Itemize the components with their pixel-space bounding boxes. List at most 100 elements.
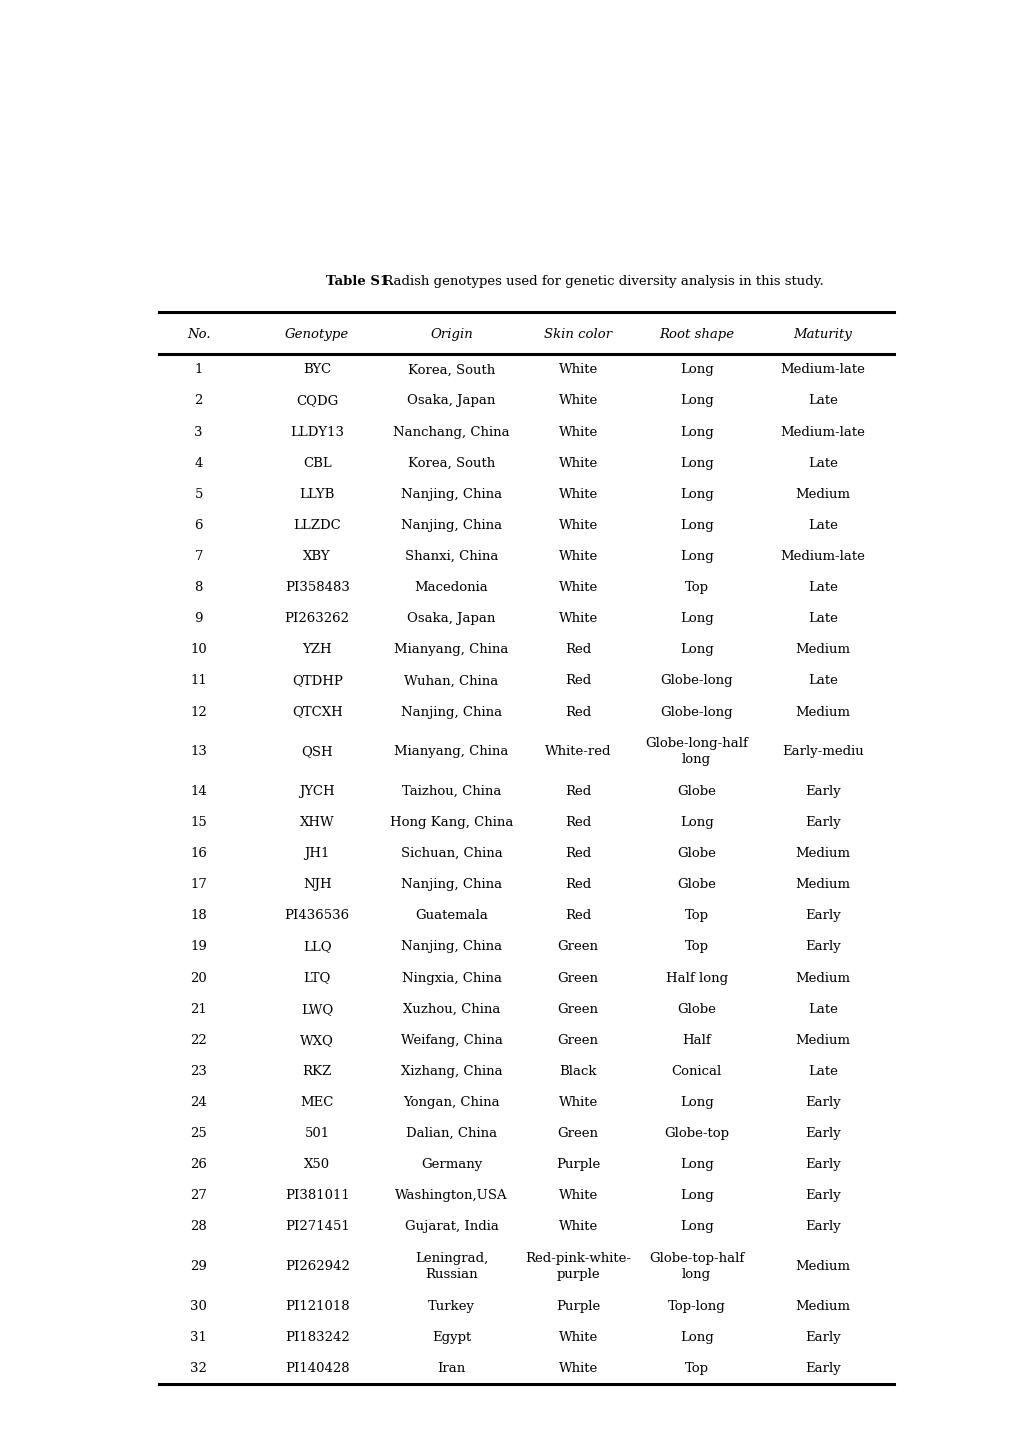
Text: LLQ: LLQ xyxy=(303,941,331,954)
Text: Top: Top xyxy=(684,1362,708,1375)
Text: Purple: Purple xyxy=(555,1300,599,1313)
Text: 29: 29 xyxy=(190,1260,207,1273)
Text: Long: Long xyxy=(679,1330,713,1343)
Text: 7: 7 xyxy=(195,550,203,563)
Text: Long: Long xyxy=(679,488,713,501)
Text: Origin: Origin xyxy=(430,328,473,341)
Text: 32: 32 xyxy=(190,1362,207,1375)
Text: Medium: Medium xyxy=(795,706,850,719)
Text: Medium: Medium xyxy=(795,1300,850,1313)
Text: Globe-long: Globe-long xyxy=(659,706,733,719)
Text: PI358483: PI358483 xyxy=(284,582,350,595)
Text: Long: Long xyxy=(679,364,713,377)
Text: Gujarat, India: Gujarat, India xyxy=(405,1221,498,1234)
Text: Red: Red xyxy=(565,785,591,798)
Text: X50: X50 xyxy=(304,1159,330,1172)
Text: PI436536: PI436536 xyxy=(284,909,350,922)
Text: 20: 20 xyxy=(191,971,207,984)
Text: Germany: Germany xyxy=(421,1159,482,1172)
Text: Mianyang, China: Mianyang, China xyxy=(394,644,508,657)
Text: Turkey: Turkey xyxy=(428,1300,475,1313)
Text: Globe-top: Globe-top xyxy=(663,1127,729,1140)
Text: 1: 1 xyxy=(195,364,203,377)
Text: 501: 501 xyxy=(305,1127,329,1140)
Text: 17: 17 xyxy=(190,879,207,892)
Text: Medium: Medium xyxy=(795,847,850,860)
Text: Early: Early xyxy=(804,1127,841,1140)
Text: Green: Green xyxy=(557,1033,598,1046)
Text: Long: Long xyxy=(679,1189,713,1202)
Text: Mianyang, China: Mianyang, China xyxy=(394,745,508,758)
Text: Medium: Medium xyxy=(795,1260,850,1273)
Text: Green: Green xyxy=(557,941,598,954)
Text: 30: 30 xyxy=(190,1300,207,1313)
Text: Half long: Half long xyxy=(665,971,727,984)
Text: Nanjing, China: Nanjing, China xyxy=(400,941,501,954)
Text: PI381011: PI381011 xyxy=(284,1189,350,1202)
Text: Red: Red xyxy=(565,879,591,892)
Text: Guatemala: Guatemala xyxy=(415,909,487,922)
Text: Early: Early xyxy=(804,1330,841,1343)
Text: Red-pink-white-
purple: Red-pink-white- purple xyxy=(525,1253,631,1281)
Text: 3: 3 xyxy=(195,426,203,439)
Text: Red: Red xyxy=(565,674,591,687)
Text: Genotype: Genotype xyxy=(285,328,348,341)
Text: Late: Late xyxy=(807,519,838,532)
Text: 6: 6 xyxy=(195,519,203,532)
Text: Late: Late xyxy=(807,612,838,625)
Text: Globe: Globe xyxy=(677,847,715,860)
Text: Long: Long xyxy=(679,1221,713,1234)
Text: Ningxia, China: Ningxia, China xyxy=(401,971,501,984)
Text: 12: 12 xyxy=(191,706,207,719)
Text: White: White xyxy=(558,582,597,595)
Text: 10: 10 xyxy=(191,644,207,657)
Text: PI140428: PI140428 xyxy=(284,1362,350,1375)
Text: White-red: White-red xyxy=(544,745,610,758)
Text: Table S1.: Table S1. xyxy=(326,274,393,287)
Text: Root shape: Root shape xyxy=(658,328,734,341)
Text: QTDHP: QTDHP xyxy=(291,674,342,687)
Text: CQDG: CQDG xyxy=(296,394,338,407)
Text: 16: 16 xyxy=(190,847,207,860)
Text: Medium: Medium xyxy=(795,1033,850,1046)
Text: Korea, South: Korea, South xyxy=(408,456,495,469)
Text: Korea, South: Korea, South xyxy=(408,364,495,377)
Text: Wuhan, China: Wuhan, China xyxy=(405,674,498,687)
Text: RKZ: RKZ xyxy=(303,1065,331,1078)
Text: Medium: Medium xyxy=(795,488,850,501)
Text: CBL: CBL xyxy=(303,456,331,469)
Text: Skin color: Skin color xyxy=(543,328,611,341)
Text: Long: Long xyxy=(679,815,713,828)
Text: Top: Top xyxy=(684,941,708,954)
Text: 21: 21 xyxy=(191,1003,207,1016)
Text: Egypt: Egypt xyxy=(432,1330,471,1343)
Text: Iran: Iran xyxy=(437,1362,466,1375)
Text: Early: Early xyxy=(804,1097,841,1110)
Text: Early: Early xyxy=(804,941,841,954)
Text: White: White xyxy=(558,1097,597,1110)
Text: Red: Red xyxy=(565,847,591,860)
Text: 28: 28 xyxy=(191,1221,207,1234)
Text: Dalian, China: Dalian, China xyxy=(406,1127,496,1140)
Text: Xizhang, China: Xizhang, China xyxy=(400,1065,502,1078)
Text: 25: 25 xyxy=(191,1127,207,1140)
Text: Medium: Medium xyxy=(795,971,850,984)
Text: White: White xyxy=(558,456,597,469)
Text: 26: 26 xyxy=(190,1159,207,1172)
Text: Globe-top-half
long: Globe-top-half long xyxy=(648,1253,744,1281)
Text: Nanjing, China: Nanjing, China xyxy=(400,519,501,532)
Text: Late: Late xyxy=(807,394,838,407)
Text: Late: Late xyxy=(807,674,838,687)
Text: WXQ: WXQ xyxy=(300,1033,334,1046)
Text: 9: 9 xyxy=(195,612,203,625)
Text: Macedonia: Macedonia xyxy=(415,582,488,595)
Text: Top-long: Top-long xyxy=(667,1300,725,1313)
Text: Medium-late: Medium-late xyxy=(780,550,865,563)
Text: Late: Late xyxy=(807,1065,838,1078)
Text: Long: Long xyxy=(679,1097,713,1110)
Text: No.: No. xyxy=(186,328,210,341)
Text: Long: Long xyxy=(679,550,713,563)
Text: White: White xyxy=(558,426,597,439)
Text: 31: 31 xyxy=(190,1330,207,1343)
Text: 27: 27 xyxy=(190,1189,207,1202)
